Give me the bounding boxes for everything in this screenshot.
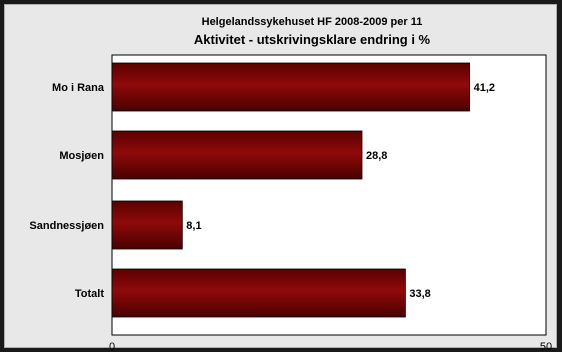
chart-title: Helgelandssykehuset HF 2008-2009 per 11: [202, 16, 423, 28]
data-label: 8,1: [186, 220, 201, 232]
bar: [111, 130, 363, 180]
bar: [111, 268, 406, 318]
category-label: Mosjøen: [59, 150, 104, 162]
bar: [111, 62, 471, 112]
category-label: Totalt: [75, 288, 104, 300]
data-label: 33,8: [409, 288, 430, 300]
x-tick-label: 0: [109, 341, 115, 352]
bar: [111, 200, 183, 250]
x-tick-label: 50: [540, 341, 552, 352]
data-label: 28,8: [366, 150, 387, 162]
category-label: Sandnessjøen: [29, 220, 104, 232]
data-label: 41,2: [474, 82, 495, 94]
category-label: Mo i Rana: [52, 82, 105, 94]
chart-subtitle: Aktivitet - utskrivingsklare endring i %: [194, 32, 431, 47]
